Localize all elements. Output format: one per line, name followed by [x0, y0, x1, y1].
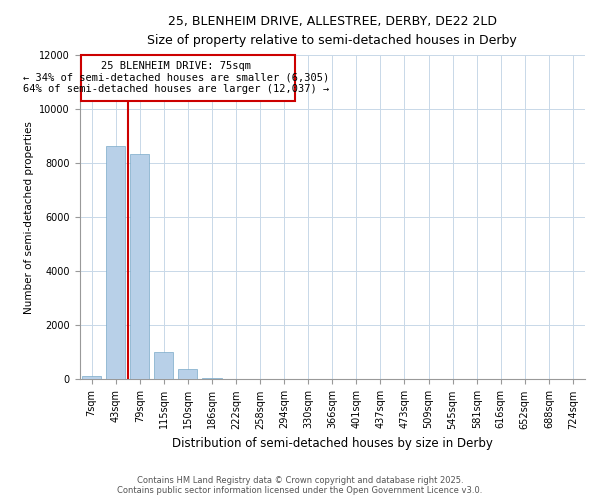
X-axis label: Distribution of semi-detached houses by size in Derby: Distribution of semi-detached houses by … — [172, 437, 493, 450]
Bar — [130, 154, 149, 380]
Bar — [106, 146, 125, 380]
Bar — [202, 378, 221, 380]
Y-axis label: Number of semi-detached properties: Number of semi-detached properties — [23, 121, 34, 314]
Bar — [178, 369, 197, 380]
Bar — [154, 352, 173, 380]
FancyBboxPatch shape — [81, 55, 295, 101]
Text: Contains HM Land Registry data © Crown copyright and database right 2025.
Contai: Contains HM Land Registry data © Crown c… — [118, 476, 482, 495]
Bar — [82, 376, 101, 380]
Text: 25 BLENHEIM DRIVE: 75sqm
← 34% of semi-detached houses are smaller (6,305)
64% o: 25 BLENHEIM DRIVE: 75sqm ← 34% of semi-d… — [23, 60, 329, 94]
Title: 25, BLENHEIM DRIVE, ALLESTREE, DERBY, DE22 2LD
Size of property relative to semi: 25, BLENHEIM DRIVE, ALLESTREE, DERBY, DE… — [148, 15, 517, 47]
